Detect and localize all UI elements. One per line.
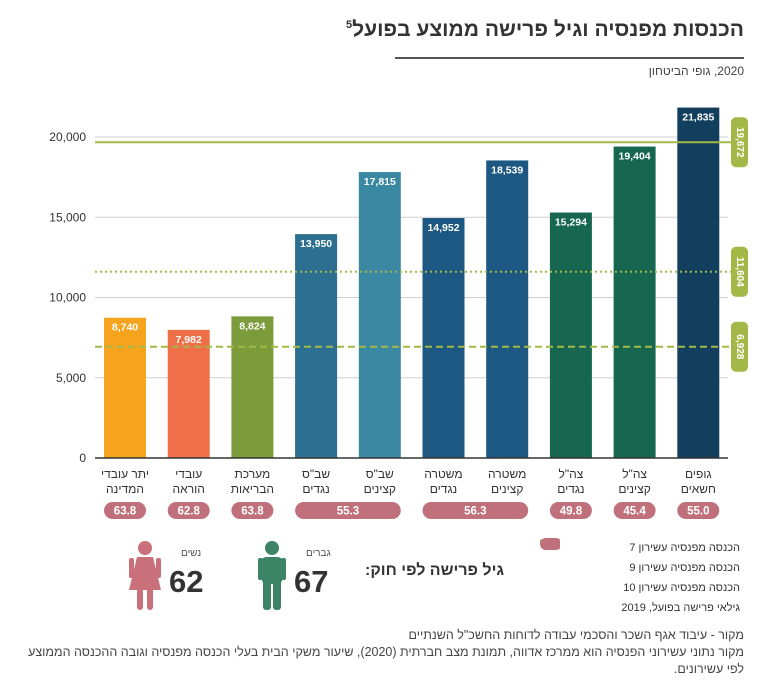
title-text: הכנסות מפנסיה וגיל פרישה ממוצע בפועל — [352, 18, 744, 41]
y-tick-label: 20,000 — [49, 130, 86, 144]
retirement-age-value: 45.4 — [623, 506, 646, 518]
bar — [677, 107, 720, 458]
retirement-age-pill — [231, 502, 274, 519]
legend-label: הכנסה מפנסיה עשירון 9 — [629, 562, 740, 574]
category-label: נגדים — [557, 482, 584, 496]
retirement-age-value: 63.8 — [241, 506, 264, 518]
category-label: יתר עובדי — [101, 467, 149, 481]
bar-value-label: 18,539 — [491, 164, 523, 176]
source-line-1: מקור - עיבוד אגף השכר והסכמי עבודה לדוחו… — [408, 628, 744, 642]
category-label: המדינה — [106, 482, 144, 496]
y-tick-label: 15,000 — [49, 210, 86, 224]
source-line-2: מקור נתוני עשירוני הפנסיה הוא ממרכז אדוו… — [28, 645, 744, 676]
bar-value-label: 13,950 — [300, 238, 332, 250]
reference-value-label: 11,604 — [734, 257, 745, 287]
retirement-age-pill — [613, 502, 656, 519]
category-label: שב"ס — [302, 467, 330, 481]
category-label: משטרה — [424, 467, 462, 481]
bar-value-label: 21,835 — [682, 112, 714, 124]
category-label: שב"ס — [366, 467, 394, 481]
y-tick-label: 0 — [79, 451, 86, 465]
women-retirement: נשים 62 — [125, 535, 220, 610]
bar-value-label: 19,404 — [619, 151, 651, 163]
y-tick-label: 10,000 — [49, 291, 86, 305]
retirement-age-pill — [677, 502, 720, 519]
bar — [104, 317, 146, 458]
reference-value-label: 19,672 — [734, 127, 745, 158]
category-label: גופים — [685, 467, 712, 481]
source-notes: מקור - עיבוד אגף השכר והסכמי עבודה לדוחו… — [24, 627, 744, 678]
category-label: מערכת — [235, 467, 271, 481]
bar — [231, 316, 274, 458]
bar-value-label: 15,294 — [555, 217, 587, 229]
retirement-age-value: 55.0 — [687, 506, 709, 518]
category-label: צה"ל — [559, 467, 584, 481]
subtitle: 2020, גופי הביטחון — [648, 64, 744, 78]
legend-label: הכנסה מפנסיה עשירון 10 — [623, 582, 740, 594]
retirement-age-pill — [295, 502, 401, 519]
men-age: 67 — [294, 564, 329, 599]
category-label: עובדי — [175, 467, 202, 481]
pill-swatch — [540, 538, 560, 550]
legend-label: הכנסה מפנסיה עשירון 7 — [629, 542, 740, 554]
title-divider — [395, 57, 744, 59]
legend: הכנסה מפנסיה עשירון 7 הכנסה מפנסיה עשירו… — [540, 538, 740, 618]
women-age: 62 — [169, 564, 204, 599]
category-label: קצינים — [491, 482, 523, 496]
man-icon — [258, 541, 286, 610]
category-label: נגדים — [302, 482, 329, 496]
reference-value-label: 6,928 — [734, 334, 745, 359]
bar — [167, 329, 210, 458]
category-label: נגדים — [430, 482, 457, 496]
reference-label-badge — [731, 246, 748, 297]
category-label: משטרה — [488, 467, 526, 481]
retirement-age-value: 62.8 — [178, 506, 201, 518]
retirement-age-pill — [167, 502, 210, 519]
retirement-age-pill — [549, 502, 592, 519]
bar-value-label: 8,740 — [112, 322, 138, 334]
retirement-age-value: 49.8 — [560, 506, 583, 518]
legend-item-decile-7: הכנסה מפנסיה עשירון 7 — [540, 538, 740, 558]
reference-label-badge — [731, 321, 748, 372]
category-label: קצינים — [364, 482, 396, 496]
title-footnote: 5 — [345, 19, 353, 31]
woman-icon — [129, 541, 161, 610]
bar-value-label: 14,952 — [427, 222, 459, 234]
category-label: הבריאות — [231, 482, 274, 496]
legend-item-decile-10: הכנסה מפנסיה עשירון 10 — [540, 540, 740, 598]
bar-value-label: 17,815 — [364, 176, 396, 188]
y-tick-label: 5,000 — [56, 371, 86, 385]
category-label: קצינים — [618, 482, 650, 496]
women-label: נשים — [181, 548, 202, 559]
legend-item-retirement-age: גילאי פרישה בפועל, 2019 — [540, 538, 740, 618]
bar-value-label: 8,824 — [239, 320, 265, 332]
category-label: חשאים — [681, 482, 716, 496]
category-label: הוראה — [173, 482, 205, 496]
bar — [422, 218, 465, 458]
legal-retirement-age-label: גיל פרישה לפי חוק: — [365, 562, 505, 579]
legend-label: גילאי פרישה בפועל, 2019 — [621, 602, 740, 614]
retirement-age-value: 56.3 — [464, 506, 486, 518]
retirement-age-pill — [422, 502, 529, 519]
bar — [549, 212, 592, 458]
retirement-age-value: 63.8 — [114, 506, 137, 518]
page-title: הכנסות מפנסיה וגיל פרישה ממוצע בפועל5 — [346, 18, 744, 42]
bar — [486, 160, 529, 459]
category-label: צה"ל — [622, 467, 647, 481]
men-retirement: גברים 67 — [250, 535, 340, 610]
retirement-age-value: 55.3 — [337, 506, 359, 518]
legend-item-decile-9: הכנסה מפנסיה עשירון 9 — [540, 539, 740, 578]
men-label: גברים — [306, 548, 331, 559]
bar-value-label: 7,982 — [176, 334, 202, 346]
bar-chart: 0 5,000 10,000 15,000 20,000 8,740 יתר עובדיהמ… — [49, 107, 748, 519]
retirement-age-pill — [104, 502, 146, 519]
bar — [358, 172, 401, 458]
bar — [613, 146, 656, 458]
reference-label-badge — [731, 117, 748, 168]
